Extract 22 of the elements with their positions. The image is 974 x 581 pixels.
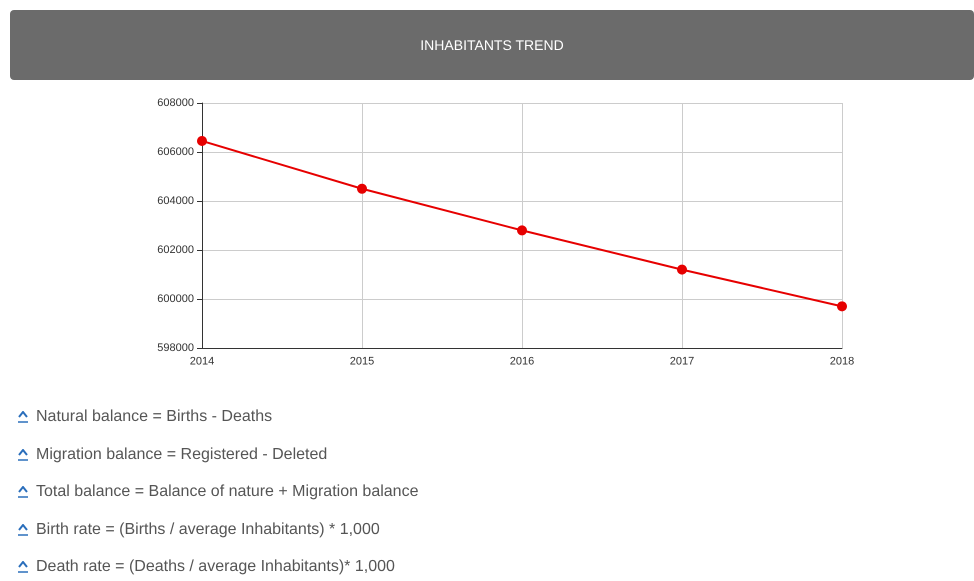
point: [517, 225, 527, 236]
point: [837, 301, 847, 312]
point: [357, 184, 367, 194]
text: Natural balance = Births - Deaths: [36, 408, 272, 426]
y-tick-label: 602000: [157, 244, 194, 256]
y-tick-label: 600000: [157, 293, 194, 305]
point: [677, 264, 687, 275]
text: Birth rate = (Births / average Inhabitants) * 1,000: [36, 520, 380, 538]
text: Total balance = Balance of nature + Migration balance: [36, 483, 418, 501]
text: Death rate = (Deaths / average Inhabitants)* 1,000: [36, 558, 395, 576]
y-tick-label: 606000: [157, 146, 194, 158]
x-tick-label: 2016: [510, 356, 534, 368]
point: [197, 136, 207, 146]
x-tick-label: 2014: [190, 356, 214, 368]
text: Migration balance = Registered - Deleted: [36, 446, 328, 464]
y-tick-label: 604000: [157, 195, 194, 207]
x-tick-label: 2018: [830, 356, 854, 368]
chart-title: INHABITANTS TREND: [10, 10, 974, 80]
x-tick-label: 2017: [670, 356, 694, 368]
y-tick-label: 608000: [157, 97, 194, 109]
y-tick-label: 598000: [157, 342, 194, 354]
x-tick-label: 2015: [350, 356, 374, 368]
